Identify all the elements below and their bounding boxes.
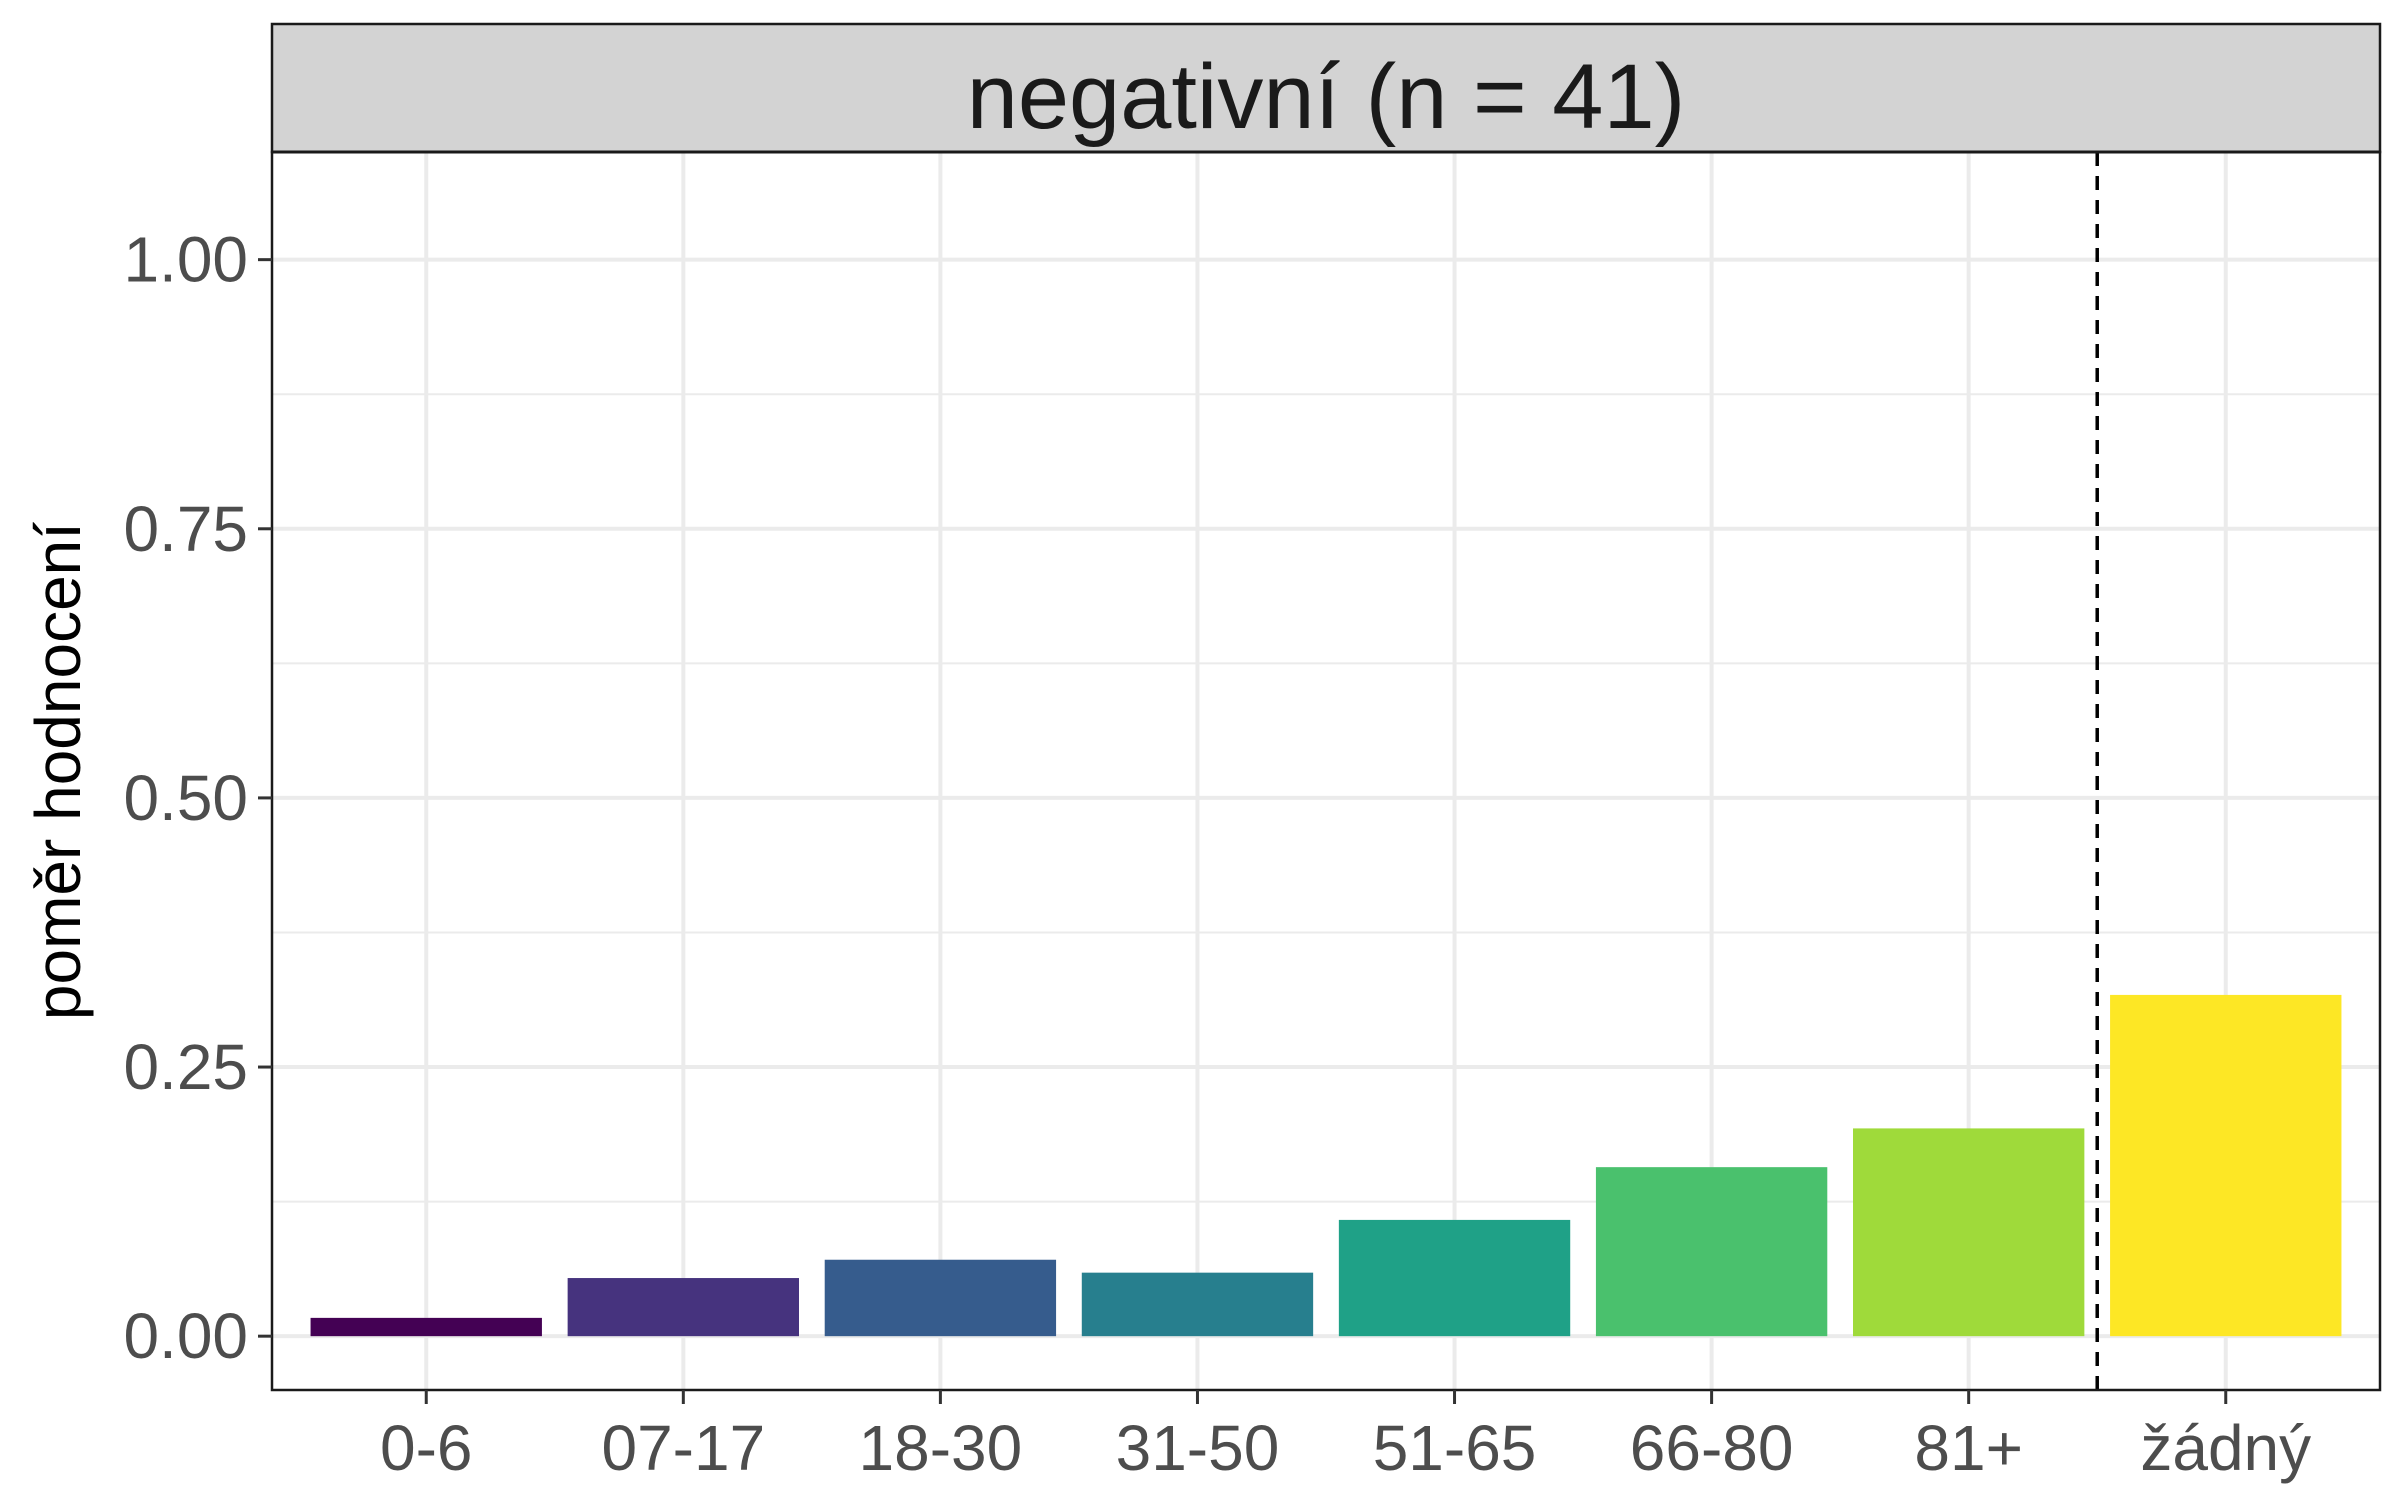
bar-18-30	[824, 1259, 1057, 1337]
x-tick-label: 18-30	[859, 1412, 1023, 1484]
bar-žádný	[2110, 994, 2342, 1337]
bar-51-65	[1338, 1219, 1571, 1337]
x-tick-label: 31-50	[1116, 1412, 1280, 1484]
x-tick-label: 0-6	[380, 1412, 473, 1484]
y-axis: 0.00 0.25 0.50 0.75 1.00	[123, 224, 272, 1372]
facet-title: negativní (n = 41)	[967, 46, 1686, 148]
bar-66-80	[1595, 1167, 1828, 1337]
grid-lines	[272, 152, 2380, 1390]
bar-31-50	[1081, 1272, 1314, 1337]
x-axis: 0-6 07-17 18-30 31-50 51-65 66-80 81+ žádný	[380, 1390, 2311, 1484]
facet-strip	[270, 22, 2382, 154]
bar-0-6	[310, 1317, 542, 1337]
y-tick-label: 0.75	[123, 493, 248, 565]
y-tick-label: 0.00	[123, 1300, 248, 1372]
y-tick-label: 1.00	[123, 224, 248, 296]
bars	[310, 994, 2342, 1337]
y-axis-title: poměr hodnocení	[22, 522, 94, 1020]
x-tick-label: žádný	[2140, 1412, 2311, 1484]
x-tick-label: 81+	[1914, 1412, 2023, 1484]
y-tick-label: 0.50	[123, 762, 248, 834]
bar-81+	[1853, 1128, 2085, 1337]
bar-07-17	[567, 1278, 799, 1337]
y-tick-label: 0.25	[123, 1031, 248, 1103]
x-tick-label: 51-65	[1373, 1412, 1537, 1484]
x-tick-label: 07-17	[601, 1412, 765, 1484]
x-tick-label: 66-80	[1630, 1412, 1794, 1484]
